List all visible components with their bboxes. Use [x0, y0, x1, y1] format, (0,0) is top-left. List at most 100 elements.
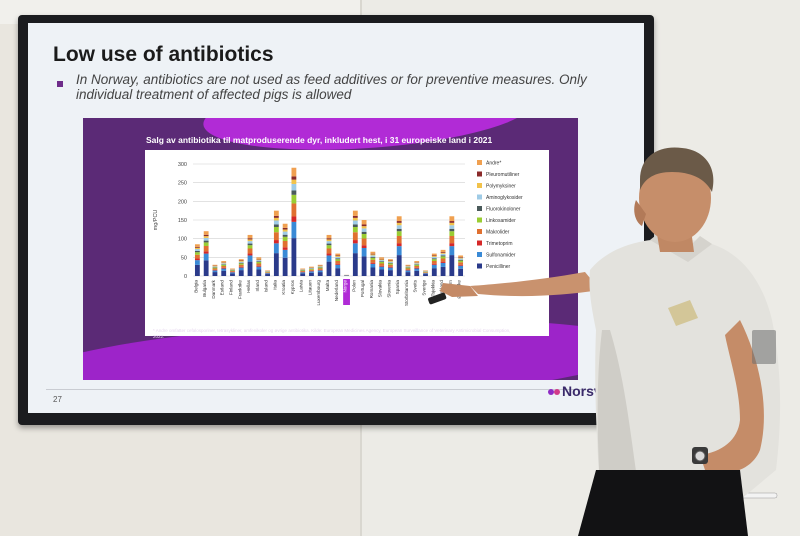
bar-segment [440, 262, 446, 267]
bar-segment [194, 264, 200, 276]
x-tick-label: Romania [369, 280, 374, 299]
bar-segment [352, 217, 358, 221]
bar-segment [414, 262, 420, 264]
bar-segment [405, 269, 411, 271]
bar-segment [309, 268, 314, 269]
bar-segment [396, 246, 402, 256]
legend-label: Penicilliner [486, 264, 511, 270]
x-tick-label: Kypros [290, 279, 295, 294]
bar-segment [361, 248, 367, 257]
bar-segment [405, 270, 411, 273]
bar-segment [449, 235, 455, 244]
bar-segment [449, 228, 455, 232]
bar-segment [396, 216, 402, 222]
bar-segment [440, 252, 446, 254]
bar-segment [247, 261, 253, 276]
bar-segment [449, 225, 455, 229]
bar-segment [431, 258, 437, 260]
bar-segment [273, 210, 279, 216]
bar-segment [247, 243, 253, 246]
bar-segment [194, 249, 200, 251]
presenter-arm-lower [700, 320, 764, 474]
bar-segment [388, 260, 393, 262]
bar-segment [370, 263, 376, 268]
legend-swatch [477, 252, 482, 257]
bar-segment [361, 224, 367, 227]
bar-segment [405, 272, 411, 276]
bar-segment [238, 263, 244, 265]
chart-area: 0 50 100 150 200 250 300 mg/PCU Belgia Bulgaria Da… [145, 150, 549, 336]
bar-segment [212, 267, 218, 269]
y-tick-label: 250 [178, 181, 187, 187]
bar-segment [247, 241, 253, 244]
bar-segment [203, 242, 209, 246]
bar-segment [388, 266, 393, 268]
bar-segment [256, 265, 262, 267]
bar-segment [379, 261, 385, 262]
bar-segment [282, 227, 288, 230]
bar-segment [414, 270, 420, 276]
bar-segment [405, 266, 411, 268]
bar-segment [414, 268, 420, 271]
bar-segment [273, 217, 279, 221]
chart-title: Salg av antibiotika til matproduserende … [146, 135, 493, 145]
legend-label: Makrolider [486, 230, 510, 236]
bar-segment [256, 261, 262, 262]
bar-segment [282, 234, 288, 237]
bar-segment [238, 261, 244, 262]
chart-panel: Salg av antibiotika til matproduserende … [83, 118, 578, 380]
bar-segment [203, 253, 209, 261]
bar-segment [440, 255, 446, 257]
logo-icon [548, 389, 560, 395]
bar-segment [361, 228, 367, 232]
bar-segment [370, 255, 376, 257]
bar-segment [212, 266, 218, 268]
bar-segment [405, 264, 411, 266]
bar-segment [440, 249, 446, 252]
bar-segment [273, 224, 279, 227]
bar-segment [300, 273, 306, 276]
x-tick-label: Finland [228, 280, 233, 296]
bar-segment [370, 256, 376, 258]
bar-segment [291, 167, 297, 177]
x-tick-label: Litauen [307, 280, 312, 296]
bar-segment [221, 264, 227, 266]
bar-segment [458, 257, 464, 259]
bar-segment [291, 183, 297, 191]
bar-segment [396, 221, 402, 223]
bar-segment [265, 273, 270, 275]
legend-swatch [477, 217, 482, 223]
bar-segment [396, 225, 402, 229]
bar-segment [194, 254, 200, 259]
x-tick-label: Storbritannia [404, 280, 409, 306]
bar-segment [396, 231, 402, 236]
bar-segment [309, 269, 314, 271]
x-tick-label: Frankrike [237, 280, 242, 300]
bar-segment [431, 253, 437, 256]
bar-segment [352, 227, 358, 233]
highlight-label-bg [343, 279, 350, 305]
bar-segment [282, 257, 288, 276]
bar-segment [379, 257, 385, 259]
bar-segment [221, 267, 227, 269]
bar-segment [256, 258, 262, 260]
bar-segment [431, 263, 437, 265]
bar-segment [230, 268, 235, 270]
x-tick-label: Kroatia [281, 280, 286, 295]
bar-segment [405, 268, 411, 270]
chart-footnote: * Andre omfatter cefalosporiner, tetrasy… [153, 328, 511, 339]
bar-segment [317, 266, 323, 268]
bar-segment [238, 260, 244, 262]
bar-segment [230, 270, 235, 272]
x-tick-label: Luxembourg [316, 280, 321, 306]
bar-segment [370, 267, 376, 276]
bar-segment [335, 264, 341, 269]
bar-segment [238, 266, 244, 268]
y-tick-label: 100 [178, 237, 187, 243]
x-tick-label: Malta [325, 280, 330, 292]
bar-segment [194, 247, 200, 250]
bar-segment [194, 260, 200, 265]
bar-segment [361, 234, 367, 239]
bar-segment [230, 272, 235, 274]
